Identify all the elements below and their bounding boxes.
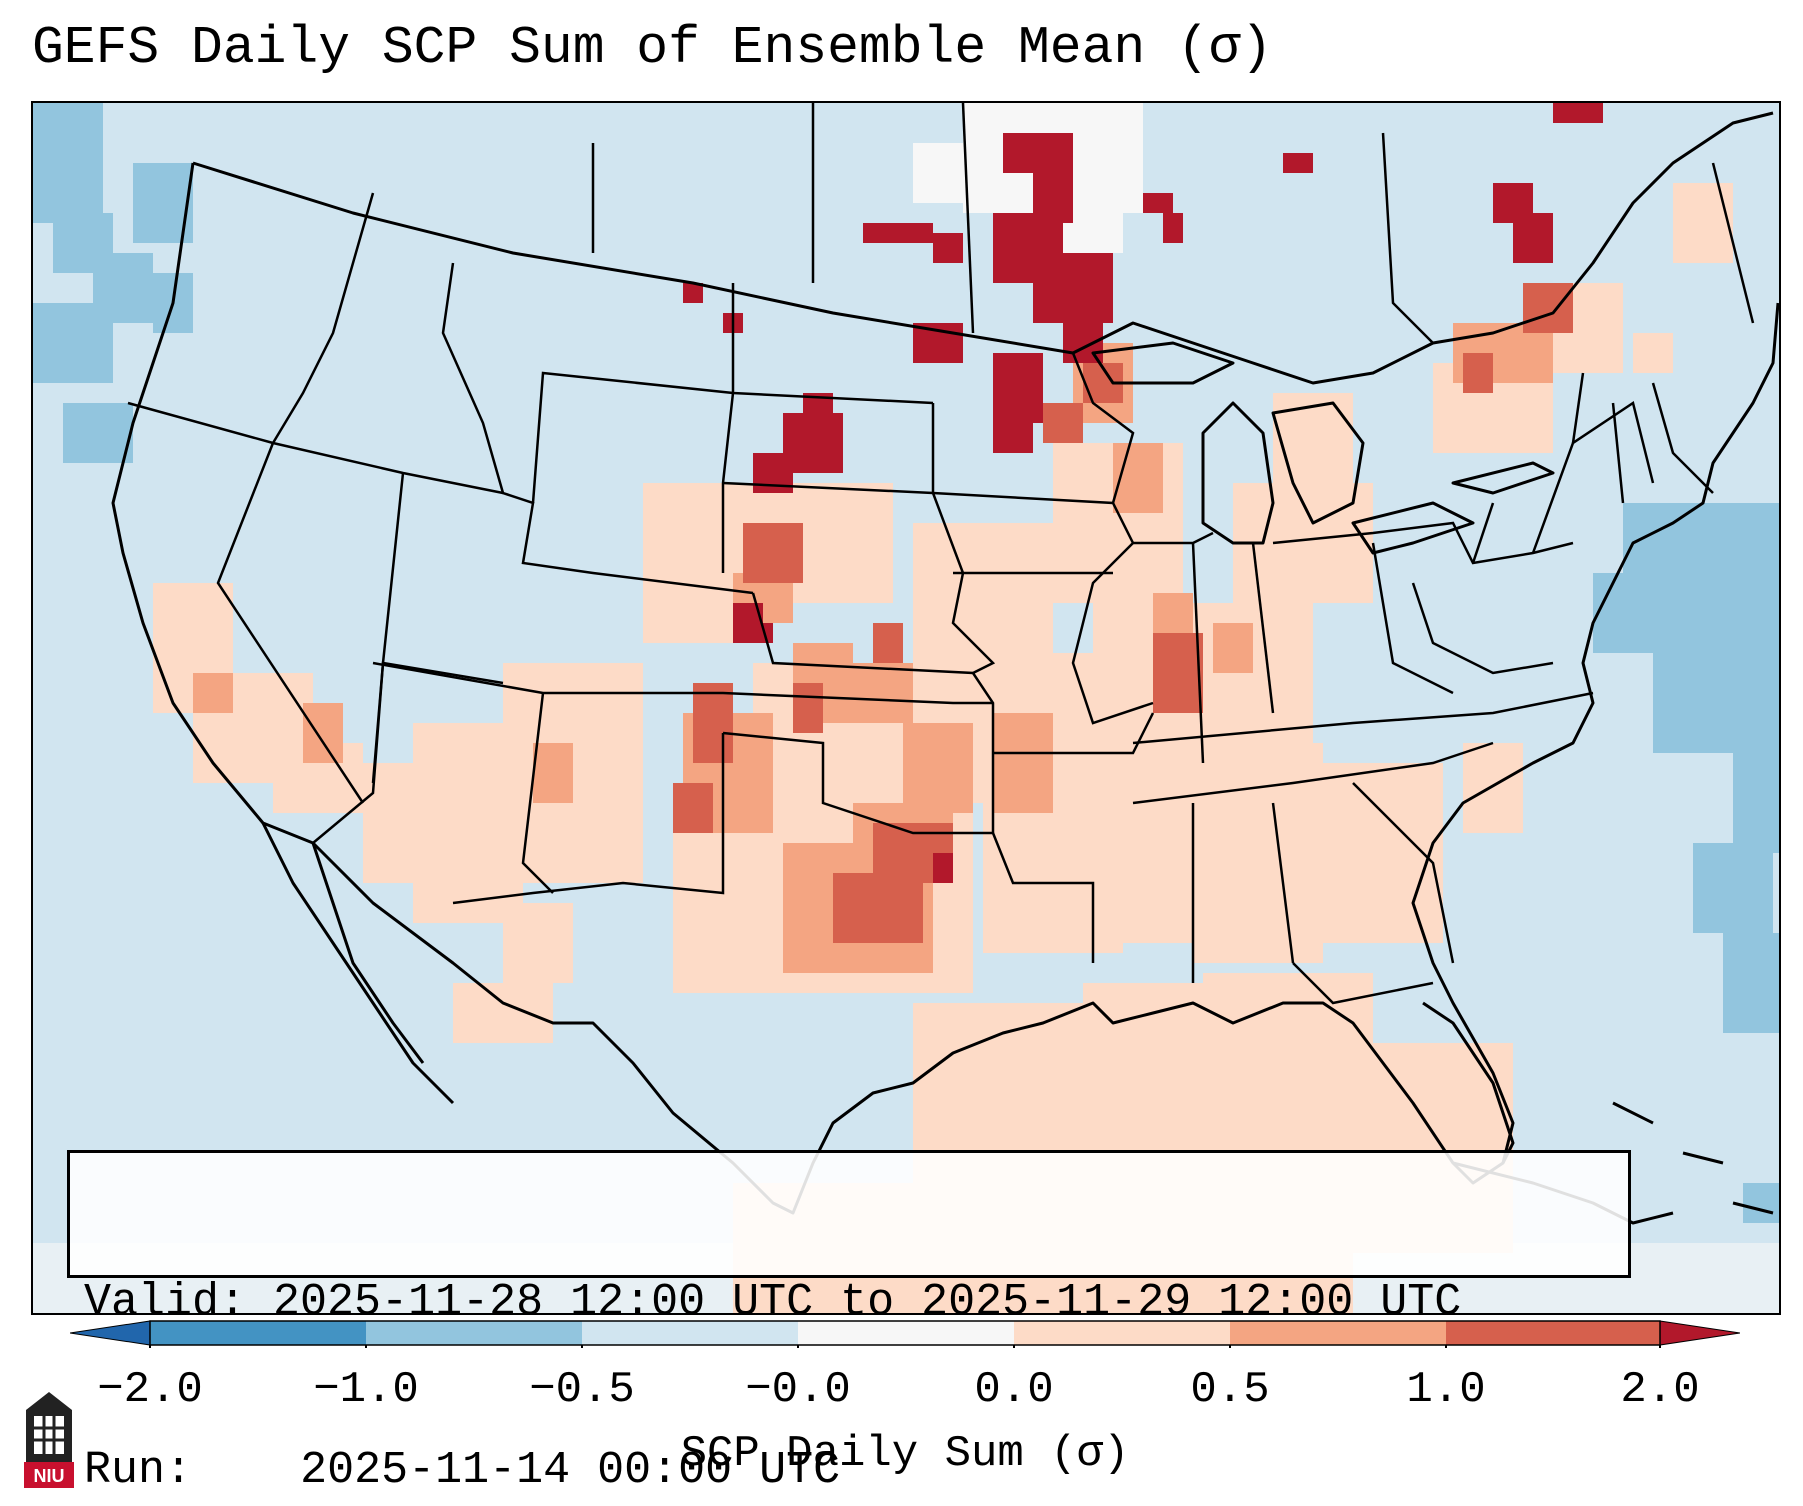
colorbar-tick-label: −1.0 [313, 1365, 419, 1415]
colorbar-tick-label: 2.0 [1620, 1365, 1700, 1415]
colorbar-label: SCP Daily Sum (σ) [680, 1429, 1130, 1479]
valid-value: 2025-11-28 12:00 UTC to 2025-11-29 12:00… [273, 1277, 1462, 1328]
niu-logo: NIU [20, 1390, 78, 1490]
state-borders [127, 103, 1755, 1005]
map-frame [31, 101, 1781, 1315]
map-canvas [33, 103, 1779, 1313]
colorbar-tick-label: −0.0 [745, 1365, 851, 1415]
niu-logo-icon: NIU [24, 1392, 74, 1488]
ocean-negative-patches [33, 103, 1779, 1223]
coastline-and-borders [111, 111, 1779, 1225]
colorbar-tick-label: 0.5 [1190, 1365, 1270, 1415]
colorbar-svg [69, 1320, 1741, 1350]
colorbar-tick-label: −0.5 [529, 1365, 635, 1415]
valid-label: Valid: [84, 1277, 247, 1328]
colorbar-tick-label: 0.0 [974, 1365, 1054, 1415]
colorbar-tick-label: −2.0 [97, 1365, 203, 1415]
run-label: Run: [84, 1445, 193, 1496]
colorbar-seg-c7 [1446, 1321, 1660, 1345]
colorbar-seg-c5 [1014, 1321, 1230, 1345]
run-line: Run: 2025-11-14 00:00 UTC [84, 1443, 1614, 1499]
niu-logo-text: NIU [34, 1466, 65, 1486]
colorbar-seg-c1 [150, 1321, 366, 1345]
colorbar-seg-c6 [1230, 1321, 1446, 1345]
colorbar-outline [149, 1320, 1661, 1346]
colorbar-extend-above [1659, 1320, 1741, 1346]
colorbar-tick-label: 1.0 [1406, 1365, 1486, 1415]
valid-run-info-box: Valid: 2025-11-28 12:00 UTC to 2025-11-2… [67, 1150, 1631, 1496]
colorbar [69, 1318, 1741, 1350]
valid-line: Valid: 2025-11-28 12:00 UTC to 2025-11-2… [84, 1275, 1614, 1331]
colorbar-seg-c4 [798, 1321, 1014, 1345]
colorbar-seg-c2 [366, 1321, 582, 1345]
colorbar-seg-c3 [582, 1321, 798, 1345]
extreme-positive-area [683, 103, 1603, 883]
page-title: GEFS Daily SCP Sum of Ensemble Mean (σ) [32, 18, 1273, 78]
run-value: 2025-11-14 00:00 UTC [300, 1445, 841, 1496]
colorbar-extend-below [69, 1320, 151, 1346]
